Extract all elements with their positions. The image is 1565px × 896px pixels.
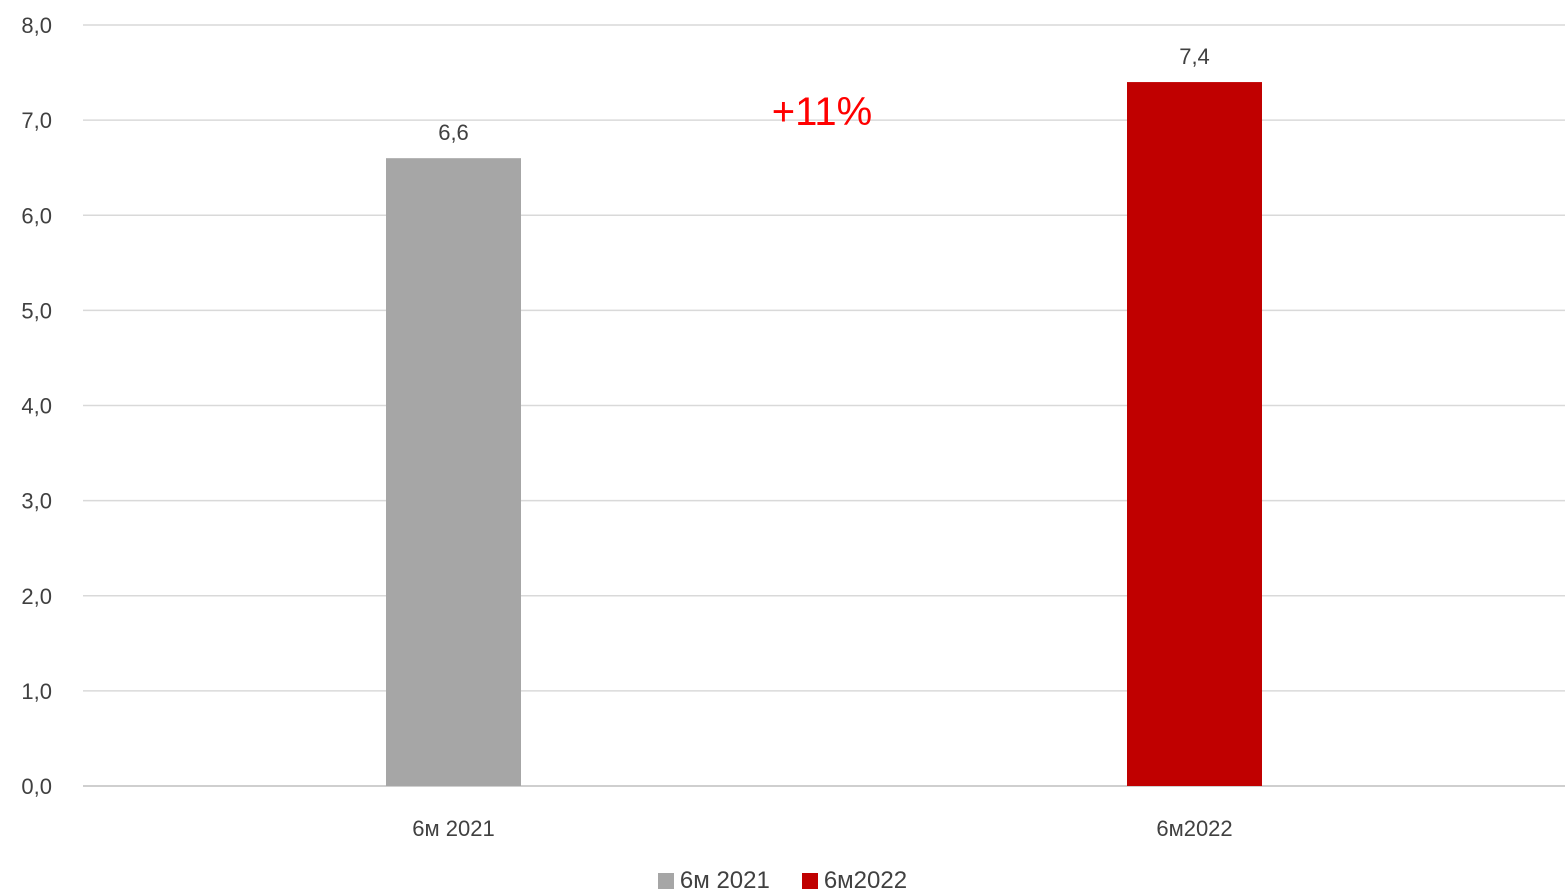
x-axis-tick-labels: 6м 2021 6м2022 xyxy=(412,816,1232,841)
legend-swatch xyxy=(801,873,818,889)
legend: 6м 2021 6м2022 xyxy=(0,866,1565,896)
y-tick-label: 5,0 xyxy=(21,298,52,323)
y-tick-label: 1,0 xyxy=(21,679,52,704)
y-tick-label: 3,0 xyxy=(21,489,52,514)
y-tick-label: 4,0 xyxy=(21,394,52,419)
data-labels: 6,6 7,4 xyxy=(438,44,1210,145)
x-tick-label: 6м2022 xyxy=(1156,816,1232,841)
y-tick-label: 7,0 xyxy=(21,108,52,133)
data-label: 7,4 xyxy=(1179,44,1210,69)
x-tick-label: 6м 2021 xyxy=(412,816,494,841)
bars xyxy=(386,82,1262,787)
bar xyxy=(1127,82,1262,786)
y-tick-label: 8,0 xyxy=(21,13,52,38)
legend-item: 6м 2021 xyxy=(657,867,770,895)
legend-label: 6м 2021 xyxy=(679,867,770,894)
y-tick-label: 2,0 xyxy=(21,584,52,609)
y-axis-tick-labels: 0,0 1,0 2,0 3,0 4,0 5,0 6,0 7,0 8,0 xyxy=(21,13,52,799)
gridlines xyxy=(83,24,1565,787)
legend-swatch xyxy=(657,873,674,889)
y-tick-label: 6,0 xyxy=(21,203,52,228)
growth-annotation: +11% xyxy=(772,90,872,134)
legend-label: 6м2022 xyxy=(823,867,908,894)
bar xyxy=(386,158,521,787)
y-tick-label: 0,0 xyxy=(21,774,52,799)
data-label: 6,6 xyxy=(438,120,469,145)
legend-item: 6м2022 xyxy=(801,867,908,895)
